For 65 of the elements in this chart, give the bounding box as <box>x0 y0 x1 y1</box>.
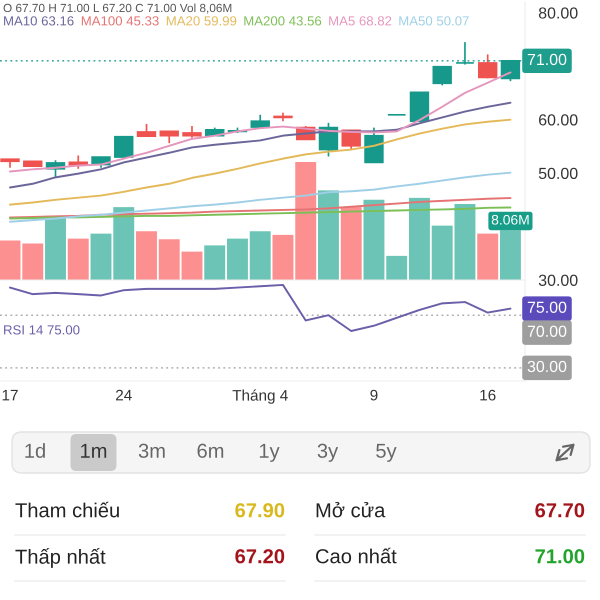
candlestick <box>0 158 20 169</box>
y-tick-label: 30.00 <box>538 274 578 286</box>
text: MA5 68.82 <box>329 16 392 26</box>
text: 1y <box>260 444 280 462</box>
y-tick-label: 60.00 <box>539 114 578 126</box>
bar <box>22 244 44 280</box>
text: MA50 50.07 <box>399 16 469 26</box>
x-tick-label: Tháng 4 <box>232 389 288 404</box>
annotation: O 67.70 H 71.00 L 67.20 C 71.00 Vol 8,06M <box>4 4 232 14</box>
text: MA10 63.16 <box>4 16 74 26</box>
bar <box>158 239 180 280</box>
bar <box>318 190 339 280</box>
bar <box>295 162 316 280</box>
text: 67.20 <box>235 549 284 564</box>
candlestick <box>478 54 498 80</box>
text: 67.90 <box>235 503 284 518</box>
category-label: Tham chiếu <box>15 502 119 518</box>
candlestick <box>250 114 270 128</box>
text: MA200 43.56 <box>244 16 322 26</box>
y-tick-label: 80.00 <box>538 7 578 19</box>
text: 1d <box>25 443 45 458</box>
ref-line-label: 71.00 <box>528 54 566 66</box>
line-series <box>9 102 512 188</box>
x-tick-label: 9 <box>370 390 378 401</box>
line-series <box>9 118 512 206</box>
category-label: Thấp nhất <box>15 548 106 568</box>
candlestick <box>182 125 202 139</box>
x-tick-label: 17 <box>2 390 18 400</box>
bar <box>90 234 112 280</box>
bar <box>454 204 476 280</box>
text: 71.00 <box>535 549 584 564</box>
category-label: Mở cửa <box>316 502 386 518</box>
text: 3m <box>138 444 165 458</box>
bar <box>45 216 66 280</box>
bar <box>204 245 226 280</box>
text: 5y <box>376 444 397 462</box>
text: MA20 59.99 <box>166 16 236 26</box>
bar <box>136 231 157 280</box>
category-label: Cao nhất <box>316 548 397 564</box>
bar <box>182 252 202 280</box>
bar <box>68 238 89 280</box>
data-label: 75.00 <box>528 302 566 313</box>
text: 1m <box>81 444 106 458</box>
ref-line-label: 30.00 <box>528 360 566 372</box>
bar <box>477 234 498 280</box>
text: 6m <box>198 444 224 458</box>
candlestick <box>114 136 134 158</box>
bar <box>250 231 271 280</box>
candlestick <box>432 65 452 86</box>
text: RSI 14 75.00 <box>4 325 80 335</box>
candlestick <box>136 123 156 138</box>
text: 67.70 <box>535 503 584 518</box>
x-tick-label: 24 <box>116 390 132 400</box>
ref-line-label: 70.00 <box>528 326 566 337</box>
bar <box>227 238 248 280</box>
y-tick-label: 50.00 <box>538 168 578 180</box>
data-label: 8.06M <box>492 214 529 225</box>
x-tick-label: 16 <box>480 390 496 401</box>
bar <box>340 207 362 280</box>
bar <box>113 207 134 280</box>
text: 3y <box>318 444 338 462</box>
bar <box>272 234 294 280</box>
candlestick <box>160 130 179 144</box>
bar <box>0 240 20 280</box>
text: MA100 45.33 <box>82 16 159 26</box>
